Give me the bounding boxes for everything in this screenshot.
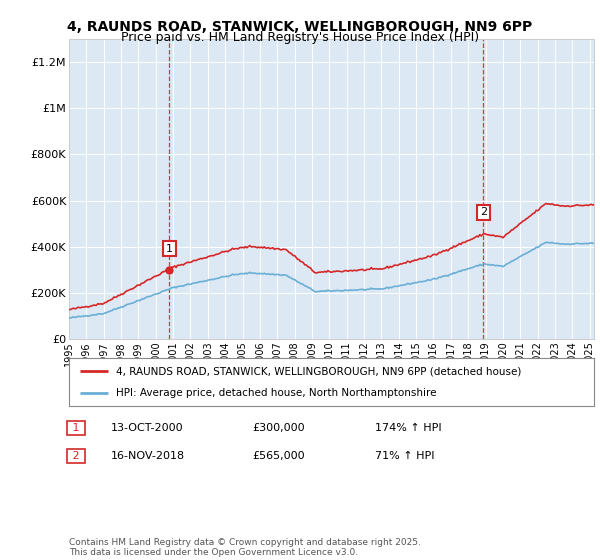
Text: 4, RAUNDS ROAD, STANWICK, WELLINGBOROUGH, NN9 6PP: 4, RAUNDS ROAD, STANWICK, WELLINGBOROUGH… bbox=[67, 20, 533, 34]
Text: HPI: Average price, detached house, North Northamptonshire: HPI: Average price, detached house, Nort… bbox=[116, 388, 437, 398]
Text: £565,000: £565,000 bbox=[252, 451, 305, 461]
Text: £300,000: £300,000 bbox=[252, 423, 305, 433]
Text: 4, RAUNDS ROAD, STANWICK, WELLINGBOROUGH, NN9 6PP (detached house): 4, RAUNDS ROAD, STANWICK, WELLINGBOROUGH… bbox=[116, 366, 521, 376]
Text: Price paid vs. HM Land Registry's House Price Index (HPI): Price paid vs. HM Land Registry's House … bbox=[121, 31, 479, 44]
Text: 13-OCT-2000: 13-OCT-2000 bbox=[111, 423, 184, 433]
Text: Contains HM Land Registry data © Crown copyright and database right 2025.
This d: Contains HM Land Registry data © Crown c… bbox=[69, 538, 421, 557]
Text: 16-NOV-2018: 16-NOV-2018 bbox=[111, 451, 185, 461]
Text: 2: 2 bbox=[69, 451, 83, 461]
Text: 2: 2 bbox=[480, 207, 487, 217]
Text: 1: 1 bbox=[166, 244, 173, 254]
Text: 71% ↑ HPI: 71% ↑ HPI bbox=[375, 451, 434, 461]
Text: 1: 1 bbox=[69, 423, 83, 433]
Text: 174% ↑ HPI: 174% ↑ HPI bbox=[375, 423, 442, 433]
